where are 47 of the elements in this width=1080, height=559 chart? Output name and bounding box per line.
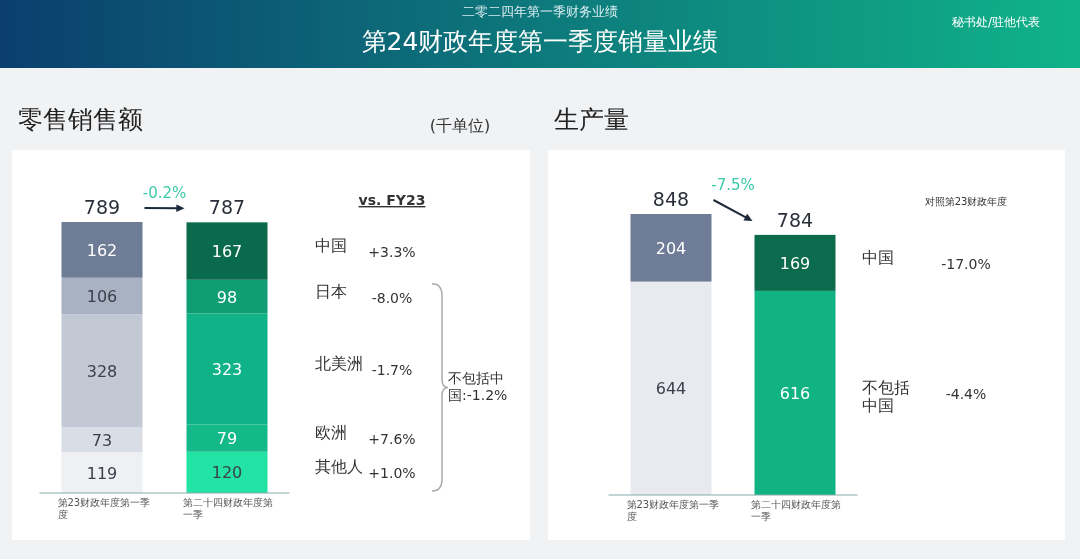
data-label: 106 [86,286,118,306]
x-tick-label: 第23财政年度第一季度 [626,499,720,522]
data-label: 169 [779,253,811,273]
text: +1.0% [368,465,416,482]
chart-title: 生产量 [554,105,629,134]
total-label: 784 [776,208,814,231]
total-label: 789 [83,196,121,218]
chart-title: 零售销售额 [18,105,143,134]
text: 秘书处/驻他代表 [951,15,1040,29]
data-label: 162 [86,240,118,260]
text: 对照第23财政年度 [924,196,1008,207]
text: -8.0% [371,289,413,306]
y-axis-title: (千单位) [429,116,491,135]
text: 欧洲 [315,423,347,443]
text: 二零二四年第一季财务业绩 [462,4,618,19]
data-label: 79 [216,429,238,449]
x-tick-label: 第23财政年度第一季度 [57,497,151,520]
data-label: 98 [216,287,238,307]
text: -17.0% [941,255,991,272]
x-tick-label: 第二十四财政年度第一季 [750,499,841,522]
text: -1.7% [371,362,413,379]
text: 其他人 [315,457,363,477]
text: 日本 [315,281,347,301]
text: vs. FY23 [358,192,426,208]
data-label: 328 [86,361,118,381]
text: 中国 [315,236,347,256]
series-label: 中国 [862,247,894,267]
text: 第24财政年度第一季度销量业绩 [361,27,719,56]
text: -4.4% [945,385,987,402]
text: +7.6% [368,431,416,448]
x-tick-label: 第二十四财政年度第一季 [182,497,273,520]
series-label: 不包括中国 [862,377,910,415]
data-label: 204 [655,238,687,258]
text: +3.3% [368,244,416,261]
text: -7.5% [711,176,755,194]
data-label: 119 [86,463,118,483]
text: 北美洲 [315,354,363,374]
text: 不包括中国:-1.2% [448,370,508,404]
data-label: 73 [91,430,113,450]
data-label: 120 [211,463,243,483]
data-label: 644 [655,379,687,399]
total-label: 848 [652,188,690,210]
text: -0.2% [142,184,187,202]
data-label: 323 [211,360,243,380]
total-label: 787 [208,196,246,219]
data-label: 167 [211,242,243,262]
data-label: 616 [779,383,811,403]
